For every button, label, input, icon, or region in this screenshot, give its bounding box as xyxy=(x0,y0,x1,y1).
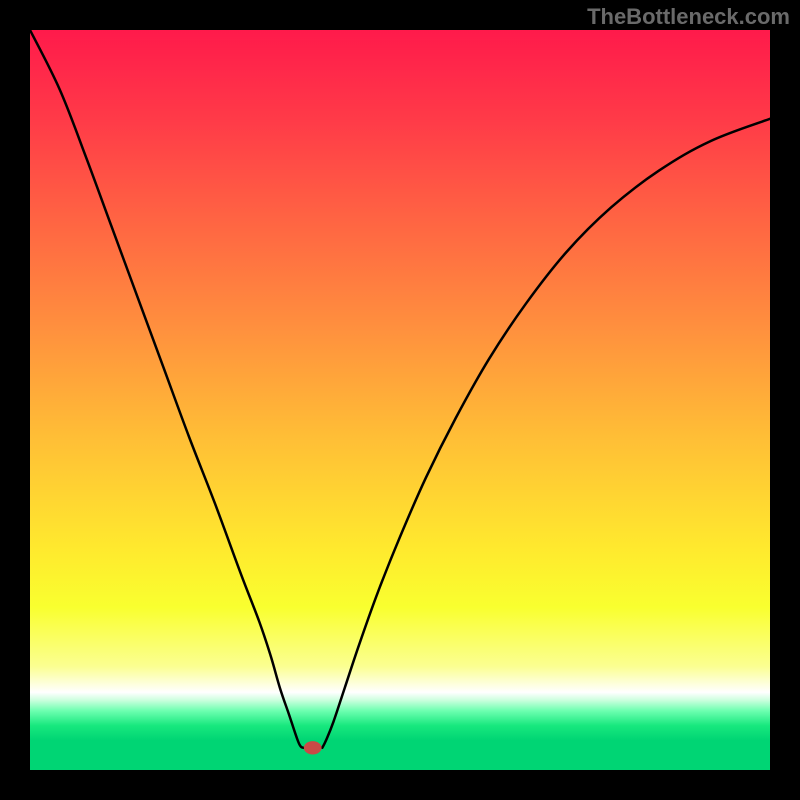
bottleneck-chart xyxy=(0,0,800,800)
gradient-background xyxy=(30,30,770,770)
cusp-marker xyxy=(304,741,322,754)
figure-canvas: TheBottleneck.com xyxy=(0,0,800,800)
watermark-text: TheBottleneck.com xyxy=(587,4,790,30)
